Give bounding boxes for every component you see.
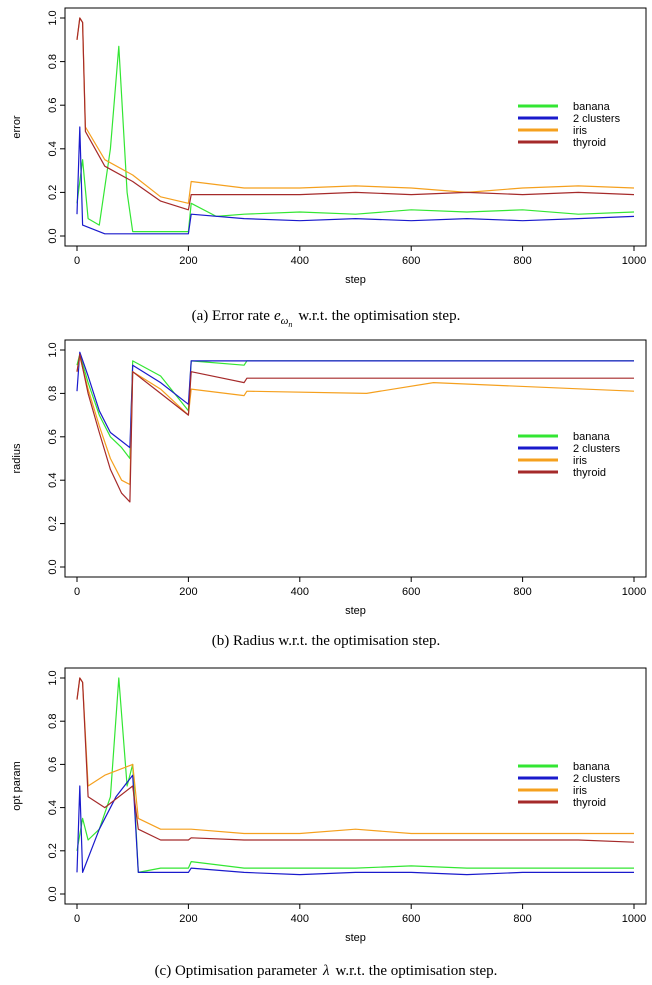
x-tick-label: 600 xyxy=(402,586,420,598)
legend-label-iris: iris xyxy=(573,785,588,797)
y-tick-label: 0.0 xyxy=(47,886,59,901)
series-line-iris xyxy=(76,355,635,486)
plot-frame xyxy=(64,7,647,247)
x-tick-label: 0 xyxy=(74,586,80,598)
caption-a: (a) Error rate eωnw.r.t. the optimisation… xyxy=(192,308,461,329)
y-tick-label: 0.6 xyxy=(47,98,59,113)
legend-label-banana: banana xyxy=(573,761,611,773)
caption-b: (b) Radius w.r.t. the optimisation step. xyxy=(212,633,441,649)
x-tick-label: 200 xyxy=(179,255,197,267)
series-line-thyroid xyxy=(76,17,635,211)
series-line-2-clusters xyxy=(76,774,634,876)
x-tick-label: 800 xyxy=(513,586,531,598)
x-tick-label: 400 xyxy=(291,586,309,598)
y-tick-label: 0.0 xyxy=(47,559,59,574)
y-axis-title: radius xyxy=(11,443,23,473)
y-tick-label: 0.2 xyxy=(47,843,59,858)
y-tick-label: 0.0 xyxy=(47,228,59,243)
y-tick-label: 0.6 xyxy=(47,429,59,444)
chart-opt: 0 200 400 600 800 1000 0.0 0.2 0.4 0.6 0.8 1.0 step o… xyxy=(11,667,647,944)
series-line-thyroid xyxy=(76,353,634,503)
x-tick-label: 200 xyxy=(179,586,197,598)
series-line-banana xyxy=(76,677,634,873)
y-tick-label: 1.0 xyxy=(47,342,59,357)
y-tick-label: 1.0 xyxy=(47,10,59,25)
x-tick-label: 600 xyxy=(402,913,420,925)
plot-frame xyxy=(64,667,647,905)
chart-error: 0 200 400 600 800 1000 0.0 0.2 0.4 0.6 0.8 1.0 step e… xyxy=(11,7,647,286)
legend-label-thyroid: thyroid xyxy=(573,797,606,809)
x-tick-label: 0 xyxy=(74,255,80,267)
series-line-thyroid xyxy=(76,677,635,843)
x-axis-title: step xyxy=(345,605,366,617)
series-line-2-clusters xyxy=(76,126,635,235)
legend-label-iris: iris xyxy=(573,125,588,137)
x-tick-label: 200 xyxy=(179,913,197,925)
x-axis-title: step xyxy=(345,932,366,944)
series-line-banana xyxy=(76,353,634,460)
y-tick-label: 1.0 xyxy=(47,670,59,685)
legend-label-2-clusters: 2 clusters xyxy=(573,113,621,125)
y-tick-label: 0.8 xyxy=(47,54,59,69)
series-line-2-clusters xyxy=(76,351,634,449)
chart-radius: 0 200 400 600 800 1000 0.0 0.2 0.4 0.6 0.8 1.0 step r… xyxy=(11,339,647,617)
y-tick-label: 0.8 xyxy=(47,714,59,729)
x-tick-label: 400 xyxy=(291,255,309,267)
series-line-iris xyxy=(76,677,634,835)
y-tick-label: 0.6 xyxy=(47,757,59,772)
y-axis-title: opt param xyxy=(11,761,23,811)
x-tick-label: 800 xyxy=(513,255,531,267)
legend-label-2-clusters: 2 clusters xyxy=(573,773,621,785)
plot-frame xyxy=(64,339,647,578)
y-axis-title: error xyxy=(11,115,23,139)
y-tick-label: 0.4 xyxy=(47,141,59,156)
y-tick-label: 0.4 xyxy=(47,473,59,488)
x-tick-label: 1000 xyxy=(622,255,646,267)
legend-label-thyroid: thyroid xyxy=(573,137,606,149)
legend-label-banana: banana xyxy=(573,431,611,443)
y-tick-label: 0.8 xyxy=(47,386,59,401)
series-line-iris xyxy=(76,17,635,204)
x-tick-label: 1000 xyxy=(622,586,646,598)
x-tick-label: 0 xyxy=(74,913,80,925)
y-tick-label: 0.2 xyxy=(47,185,59,200)
legend-label-2-clusters: 2 clusters xyxy=(573,443,621,455)
x-tick-label: 800 xyxy=(513,913,531,925)
series-line-banana xyxy=(76,45,635,233)
x-tick-label: 1000 xyxy=(622,913,646,925)
legend-label-banana: banana xyxy=(573,101,611,113)
x-axis-title: step xyxy=(345,274,366,286)
legend-label-iris: iris xyxy=(573,455,588,467)
y-tick-label: 0.2 xyxy=(47,516,59,531)
caption-c: (c) Optimisation parameter λ w.r.t. the op… xyxy=(155,963,498,979)
x-tick-label: 400 xyxy=(291,913,309,925)
legend-label-thyroid: thyroid xyxy=(573,467,606,479)
x-tick-label: 600 xyxy=(402,255,420,267)
y-tick-label: 0.4 xyxy=(47,800,59,815)
